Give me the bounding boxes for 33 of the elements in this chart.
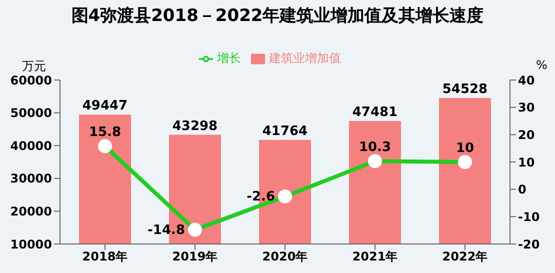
y-tick-label: 50000: [10, 106, 52, 120]
x-tick-label: 2022年: [442, 250, 488, 264]
y-tick-label: 60000: [10, 73, 52, 88]
y2-tick-label: 0: [518, 182, 526, 197]
data-label: 15.8: [88, 125, 122, 140]
y2-tick-label: 10: [518, 155, 535, 170]
legend-label: 增长: [217, 51, 241, 65]
chart-title: 图4弥渡县2018－2022年建筑业增加值及其增长速度: [70, 5, 485, 28]
x-tick-label: 2021年: [352, 250, 398, 264]
x-tick-label: 2018年: [82, 250, 128, 264]
data-label: 54528: [442, 82, 488, 97]
data-label: -14.8: [148, 222, 185, 238]
data-label: 43298: [172, 118, 218, 134]
data-label: 47481: [352, 105, 398, 120]
y-tick-label: 10000: [10, 237, 52, 252]
y2-tick-label: 40: [518, 73, 535, 88]
data-label: -2.6: [246, 189, 275, 204]
y2-tick-label: -20: [518, 237, 540, 252]
data-label: 10: [456, 141, 474, 156]
data-label: 49447: [82, 98, 128, 114]
x-tick-label: 2019年: [172, 250, 218, 264]
y-axis-title: 万元: [22, 58, 46, 75]
data-label: 41764: [262, 124, 308, 139]
y2-tick-label: -10: [518, 210, 540, 224]
y-tick-label: 40000: [10, 138, 52, 153]
y2-tick-label: 20: [518, 128, 535, 142]
y2-axis-title: %: [536, 58, 548, 72]
x-tick-label: 2020年: [262, 250, 308, 264]
y-tick-label: 30000: [10, 172, 52, 186]
data-label: 10.3: [358, 140, 392, 156]
y-tick-label: 20000: [10, 204, 52, 218]
y2-tick-label: 30: [518, 100, 535, 115]
legend-label: 建筑业增加值: [269, 51, 341, 65]
